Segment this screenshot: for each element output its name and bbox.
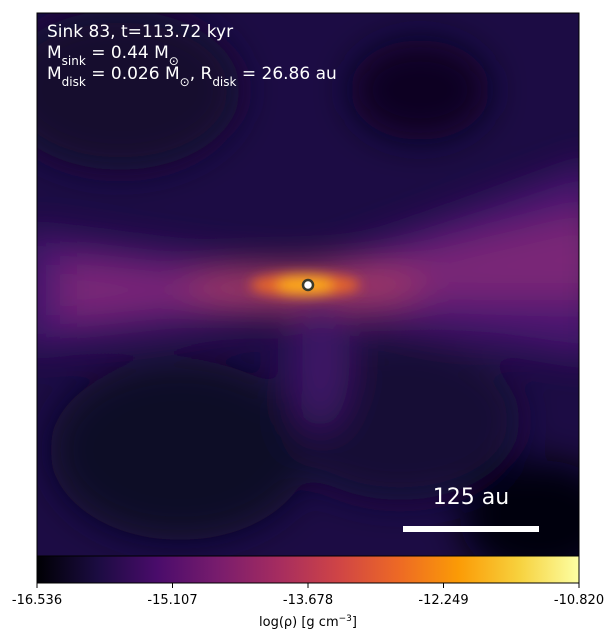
annotation: Sink 83, t=113.72 kyr <box>47 22 233 42</box>
colorbar-tick-label: -12.249 <box>418 593 468 608</box>
annotation-text: = 26.86 au <box>236 64 336 84</box>
annotation-text: , R <box>190 64 213 84</box>
scale-bar-label: 125 au <box>433 485 509 510</box>
annotation-text: M <box>47 64 62 84</box>
colorbar-label-exponent: −3 <box>339 614 352 624</box>
colorbar-tick-label: -10.820 <box>554 593 604 608</box>
colorbar-tick-label: -13.678 <box>283 593 333 608</box>
annotation: Mdisk = 0.026 M⊙, Rdisk = 26.86 au <box>47 64 337 89</box>
density-image: 125 au <box>37 13 579 556</box>
annotation-subscript: sink <box>62 54 86 68</box>
annotation-text: = 0.026 M <box>86 64 180 84</box>
annotation-text: Sink 83, t=113.72 kyr <box>47 22 233 42</box>
colorbar <box>36 555 580 584</box>
colorbar-label-text: ] <box>352 615 357 630</box>
annotation-subscript: disk <box>212 75 236 89</box>
colorbar-tick-label: -16.536 <box>12 593 62 608</box>
annotation-subscript: disk <box>62 75 86 89</box>
colorbar-tick-label: -15.107 <box>147 593 197 608</box>
annotation-text: = 0.44 M <box>86 43 169 63</box>
annotation-subscript: ⊙ <box>180 75 190 89</box>
colorbar-label-text: log(ρ) [g cm <box>259 615 339 630</box>
sink-marker <box>301 278 315 292</box>
annotation: Msink = 0.44 M⊙ <box>47 43 179 68</box>
annotation-text: M <box>47 43 62 63</box>
annotation-subscript: ⊙ <box>169 54 179 68</box>
colorbar-label: log(ρ) [g cm−3] <box>259 614 357 630</box>
